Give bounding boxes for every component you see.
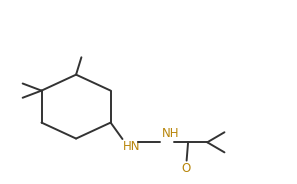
Text: HN: HN [123,140,141,153]
Text: O: O [182,162,191,175]
Text: NH: NH [162,127,179,140]
